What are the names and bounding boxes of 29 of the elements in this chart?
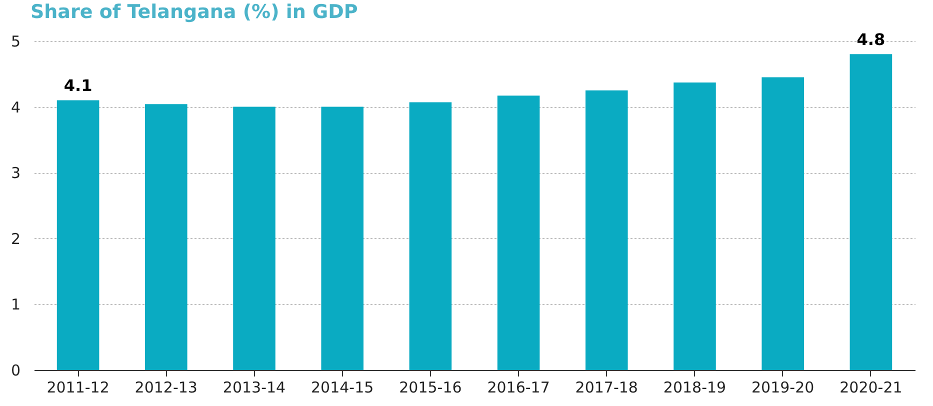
x-tick-label: 2019-20 [752,378,814,396]
bar [586,90,628,370]
bar [850,54,892,370]
x-tick-label: 2018-19 [663,378,726,396]
bar [56,100,100,370]
y-tick-label: 4 [10,98,20,116]
x-tick-label: 2013-14 [222,378,286,396]
bar [497,96,540,370]
y-tick-label: 0 [10,362,20,380]
chart-title: Share of Telangana (%) in GDP [30,1,358,24]
y-tick-label: 5 [10,32,20,50]
x-tick-label: 2014-15 [311,378,374,396]
y-tick-label: 3 [10,164,20,182]
x-tick-label: 2017-18 [575,378,638,396]
data-label: 4.8 [856,30,886,50]
x-tick-label: 2012-13 [134,378,198,396]
bar [145,104,188,370]
x-tick-label: 2020-21 [840,378,902,396]
y-tick-label: 1 [10,296,20,314]
x-tick-label: 2011-12 [46,378,110,396]
bar [321,106,364,370]
bar [409,102,452,370]
bar [674,82,716,370]
data-label: 4.1 [64,76,92,96]
x-tick-label: 2016-17 [487,378,550,396]
bar [762,77,804,370]
bar [233,106,276,370]
y-tick-label: 2 [10,230,20,248]
x-tick-label: 2015-16 [399,378,462,396]
